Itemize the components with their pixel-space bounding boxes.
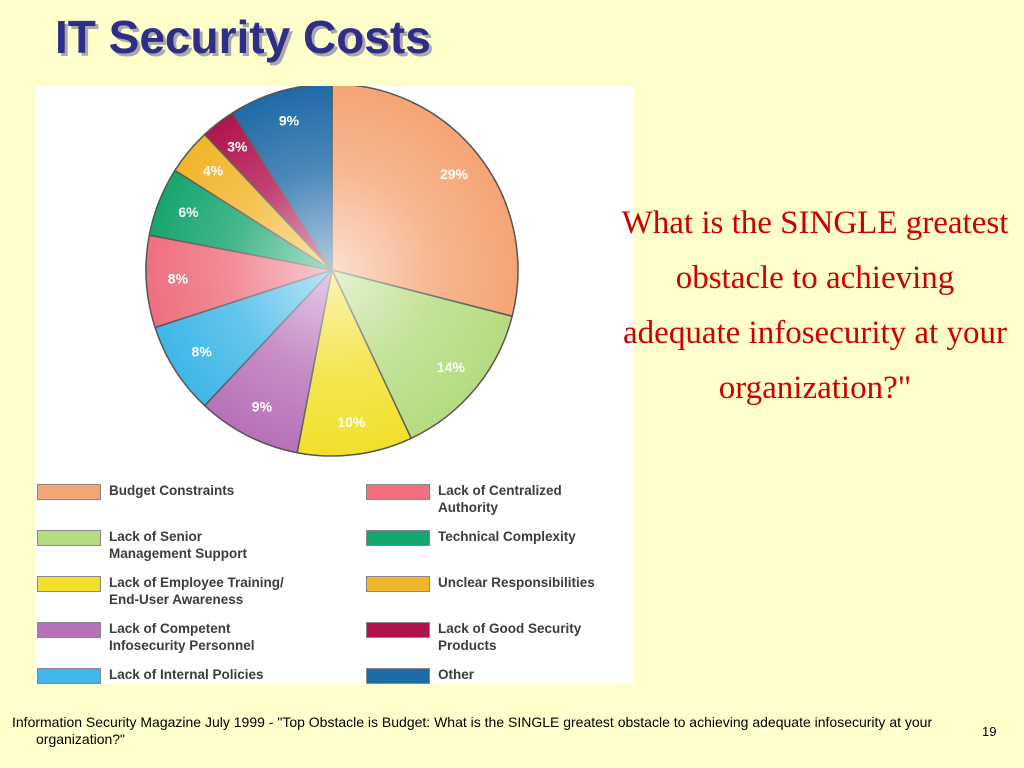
legend-label: Budget Constraints xyxy=(109,483,235,498)
pie-labels: 29% 14% 10% 9% 8% 8% 6% 4%3% 9% xyxy=(168,112,469,429)
pie-value-label: 3% xyxy=(227,139,248,155)
legend-item-lack-of-senior-management-support: Lack of Senior Management Support xyxy=(37,528,247,562)
legend-label: Lack of Employee Training/End-User Aware… xyxy=(109,575,284,607)
survey-question: What is the SINGLE greatest obstacle to … xyxy=(621,205,1009,406)
legend-label: Technical Complexity xyxy=(438,529,576,544)
pie-value-label: 4% xyxy=(203,162,224,178)
legend-label: Lack of Centralized Authority xyxy=(438,483,562,515)
pie-value-label: 14% xyxy=(437,359,466,375)
legend-item-lack-of-employee-training-end-user-awareness: Lack of Employee Training/End-User Aware… xyxy=(37,574,284,608)
pie-value-label: 29% xyxy=(440,166,469,182)
legend-swatch xyxy=(366,576,430,592)
pie-value-label: 9% xyxy=(279,112,300,128)
pie-value-label: 6% xyxy=(178,204,199,220)
slide-title: IT Security Costs xyxy=(55,11,431,63)
legend-item-lack-of-good-security-products: Lack of Good Security Products xyxy=(366,620,581,654)
legend-swatch xyxy=(37,668,101,684)
legend-label: Other xyxy=(438,667,475,682)
pie-value-label: 10% xyxy=(337,414,366,430)
legend-item-lack-of-centralized-authority: Lack of Centralized Authority xyxy=(366,482,562,516)
legend-swatch xyxy=(366,530,430,546)
legend-label: Lack of Senior Management Support xyxy=(109,529,248,561)
legend-label: Lack of Competent Infosecurity Personnel xyxy=(109,621,255,653)
legend-item-unclear-responsibilities: Unclear Responsibilities xyxy=(366,574,595,592)
legend-item-technical-complexity: Technical Complexity xyxy=(366,528,576,546)
legend-item-lack-of-competent-infosecurity-personnel: Lack of Competent Infosecurity Personnel xyxy=(37,620,255,654)
legend-label: Lack of Good Security Products xyxy=(438,621,582,653)
legend-label: Lack of Internal Policies xyxy=(109,667,264,682)
legend-swatch xyxy=(366,484,430,500)
legend-swatch xyxy=(37,622,101,638)
legend-label: Unclear Responsibilities xyxy=(438,575,595,590)
legend-swatch xyxy=(37,576,101,592)
legend-item-lack-of-internal-policies: Lack of Internal Policies xyxy=(37,666,264,684)
page-number: 19 xyxy=(982,724,997,739)
legend-swatch xyxy=(37,484,101,500)
pie-value-label: 8% xyxy=(192,343,213,359)
legend-swatch xyxy=(366,622,430,638)
pie-value-label: 8% xyxy=(168,270,189,286)
pie-chart: 29% 14% 10% 9% 8% 8% 6% 4%3% 9% xyxy=(145,86,519,457)
chart-panel: 29% 14% 10% 9% 8% 8% 6% 4% 3% 9% Budget Constrain… xyxy=(35,86,633,684)
legend-swatch xyxy=(366,668,430,684)
pie-value-label: 9% xyxy=(252,398,273,414)
source-footnote: Information Security Magazine July 1999 … xyxy=(12,714,933,747)
legend-swatch xyxy=(37,530,101,546)
legend-item-budget-constraints: Budget Constraints xyxy=(37,482,234,500)
legend-item-other: Other xyxy=(366,666,474,684)
pie-slices xyxy=(145,86,519,457)
